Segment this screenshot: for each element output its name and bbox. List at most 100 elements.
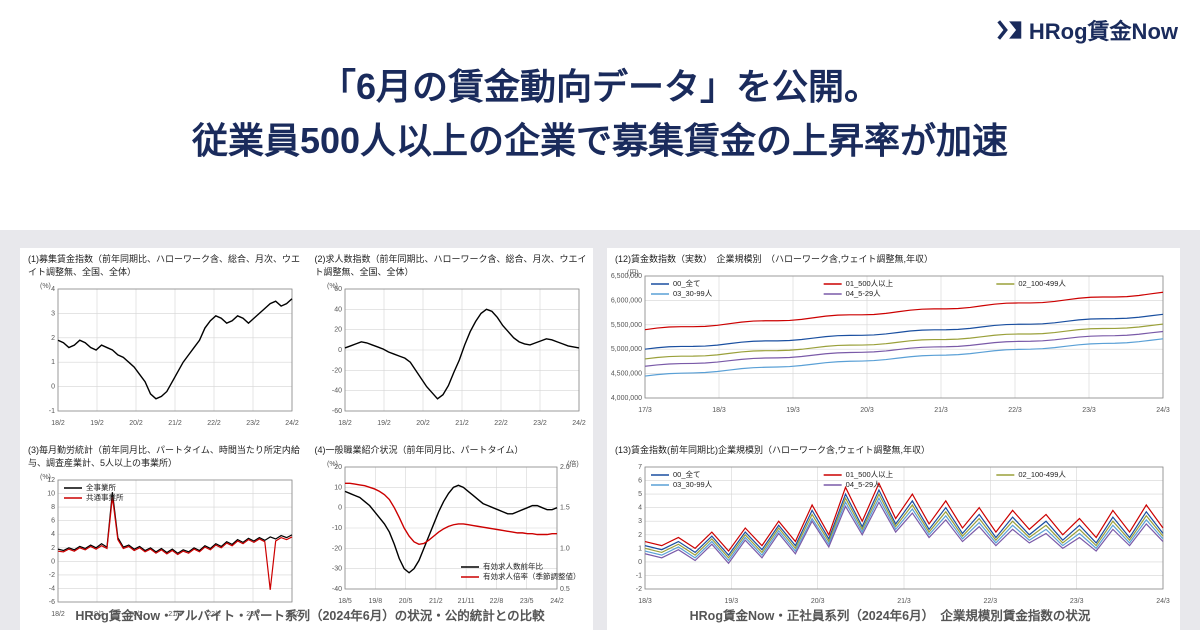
svg-text:23/3: 23/3 [1070, 598, 1084, 605]
caption-left: HRog賃金Now・アルバイト・パート系列（2024年6月）の状況・公的統計との… [0, 605, 600, 624]
svg-text:0: 0 [338, 347, 342, 354]
svg-text:21/3: 21/3 [897, 598, 911, 605]
left-panel: (1)募集賃金指数（前年同期比、ハローワーク含、総合、月次、ウエイト調整無、全国… [20, 248, 593, 630]
svg-text:02_100-499人: 02_100-499人 [1018, 279, 1066, 288]
svg-text:21/3: 21/3 [934, 407, 948, 414]
svg-text:0: 0 [338, 505, 342, 512]
svg-text:24/2: 24/2 [550, 598, 564, 605]
svg-text:(%): (%) [40, 283, 51, 290]
svg-text:(倍): (倍) [567, 459, 579, 468]
svg-text:4: 4 [51, 286, 55, 293]
svg-text:有効求人倍率（季節調整値）: 有効求人倍率（季節調整値） [483, 571, 581, 581]
svg-text:8: 8 [51, 504, 55, 511]
chart-r2: (13)賃金指数(前年同期比)企業規模別（ハローワーク含,ウェイト調整無,年収）… [607, 439, 1180, 630]
svg-text:18/5: 18/5 [338, 598, 352, 605]
svg-text:40: 40 [334, 306, 342, 313]
svg-text:0: 0 [51, 384, 55, 391]
svg-text:7: 7 [638, 464, 642, 471]
svg-text:-1: -1 [49, 408, 55, 415]
chart-4: (4)一般職業紹介状況（前年同月比、パートタイム） -40 -30 -20 -10 0 1… [307, 439, 594, 630]
svg-text:-20: -20 [331, 367, 341, 374]
svg-text:21/11: 21/11 [457, 598, 474, 605]
svg-text:1.5: 1.5 [560, 505, 570, 512]
svg-text:6,000,000: 6,000,000 [611, 297, 642, 304]
svg-text:21/2: 21/2 [429, 598, 443, 605]
headline-line2: 従業員500人以上の企業で募集賃金の上昇率が加速 [0, 114, 1200, 168]
svg-text:18/3: 18/3 [638, 598, 652, 605]
svg-text:0: 0 [638, 559, 642, 566]
chart-2: (2)求人数指数（前年同期比、ハローワーク含、総合、月次、ウエイト調整無、全国、… [307, 248, 594, 439]
chart-2-title: (2)求人数指数（前年同期比、ハローワーク含、総合、月次、ウエイト調整無、全国、… [315, 252, 590, 278]
svg-text:3: 3 [638, 518, 642, 525]
caption-right: HRog賃金Now・正社員系列（2024年6月） 企業規模別賃金指数の状況 [600, 605, 1200, 624]
svg-text:22/2: 22/2 [494, 420, 508, 427]
svg-text:-40: -40 [331, 586, 341, 593]
svg-text:19/2: 19/2 [377, 420, 391, 427]
svg-text:-40: -40 [331, 388, 341, 395]
svg-text:-30: -30 [331, 566, 341, 573]
svg-text:5,000,000: 5,000,000 [611, 346, 642, 353]
svg-text:24/2: 24/2 [285, 420, 299, 427]
svg-text:20: 20 [334, 327, 342, 334]
svg-text:19/8: 19/8 [368, 598, 382, 605]
svg-text:0: 0 [51, 558, 55, 565]
svg-text:-2: -2 [49, 572, 55, 579]
brand-name: HRog賃金Now [1029, 14, 1178, 46]
svg-text:有効求人数前年比: 有効求人数前年比 [483, 561, 543, 571]
svg-text:-10: -10 [331, 525, 341, 532]
svg-text:24/3: 24/3 [1156, 407, 1170, 414]
svg-text:00_全て: 00_全て [673, 469, 701, 479]
svg-text:03_30-99人: 03_30-99人 [673, 289, 713, 298]
svg-text:20/2: 20/2 [416, 420, 430, 427]
svg-text:(%): (%) [327, 461, 338, 468]
svg-text:5: 5 [638, 491, 642, 498]
svg-text:02_100-499人: 02_100-499人 [1018, 470, 1066, 479]
svg-text:21/2: 21/2 [455, 420, 469, 427]
svg-text:-1: -1 [636, 572, 642, 579]
svg-text:24/2: 24/2 [572, 420, 586, 427]
chart-r2-title: (13)賃金指数(前年同期比)企業規模別（ハローワーク含,ウェイト調整無,年収） [615, 443, 1176, 456]
svg-text:10: 10 [334, 484, 342, 491]
chart-r1-title: (12)賃金数指数（実数） 企業規模別 （ハローワーク含,ウェイト調整無,年収） [615, 252, 1176, 265]
svg-text:1.0: 1.0 [560, 545, 570, 552]
svg-text:00_全て: 00_全て [673, 278, 701, 288]
right-panel: (12)賃金数指数（実数） 企業規模別 （ハローワーク含,ウェイト調整無,年収）… [607, 248, 1180, 630]
chart-3: (3)毎月勤労統計（前年同月比、パートタイム、時間当たり所定内給与、調査産業計、… [20, 439, 307, 630]
svg-text:10: 10 [47, 491, 55, 498]
svg-text:4: 4 [638, 505, 642, 512]
svg-text:6: 6 [638, 478, 642, 485]
charts-area: (1)募集賃金指数（前年同期比、ハローワーク含、総合、月次、ウエイト調整無、全国… [0, 230, 1200, 630]
svg-text:03_30-99人: 03_30-99人 [673, 480, 713, 489]
svg-text:2: 2 [51, 545, 55, 552]
svg-text:20/5: 20/5 [398, 598, 412, 605]
svg-text:01_500人以上: 01_500人以上 [846, 470, 894, 479]
svg-text:4,500,000: 4,500,000 [611, 371, 642, 378]
svg-text:22/3: 22/3 [1008, 407, 1022, 414]
svg-text:4: 4 [51, 531, 55, 538]
svg-text:01_500人以上: 01_500人以上 [846, 279, 894, 288]
chart-4-title: (4)一般職業紹介状況（前年同月比、パートタイム） [315, 443, 590, 456]
svg-text:04_5-29人: 04_5-29人 [846, 289, 882, 298]
svg-text:20/3: 20/3 [811, 598, 825, 605]
brand-logo: HRog賃金Now [997, 14, 1178, 46]
svg-text:-4: -4 [49, 585, 55, 592]
svg-text:18/3: 18/3 [712, 407, 726, 414]
svg-text:2: 2 [51, 335, 55, 342]
svg-text:22/2: 22/2 [207, 420, 221, 427]
hrog-logo-icon [997, 19, 1023, 41]
svg-text:(%): (%) [40, 474, 51, 481]
header-panel: HRog賃金Now 「6月の賃金動向データ」を公開。 従業員500人以上の企業で… [0, 0, 1200, 230]
svg-text:4,000,000: 4,000,000 [611, 395, 642, 402]
svg-text:1: 1 [638, 545, 642, 552]
svg-text:3: 3 [51, 310, 55, 317]
svg-text:04_5-29人: 04_5-29人 [846, 480, 882, 489]
svg-text:-20: -20 [331, 545, 341, 552]
svg-text:23/3: 23/3 [1082, 407, 1096, 414]
svg-text:19/3: 19/3 [786, 407, 800, 414]
svg-text:23/5: 23/5 [519, 598, 533, 605]
svg-text:18/2: 18/2 [51, 420, 65, 427]
svg-text:24/3: 24/3 [1156, 598, 1170, 605]
chart-1: (1)募集賃金指数（前年同期比、ハローワーク含、総合、月次、ウエイト調整無、全国… [20, 248, 307, 439]
headline: 「6月の賃金動向データ」を公開。 従業員500人以上の企業で募集賃金の上昇率が加… [0, 60, 1200, 168]
svg-text:-60: -60 [331, 408, 341, 415]
